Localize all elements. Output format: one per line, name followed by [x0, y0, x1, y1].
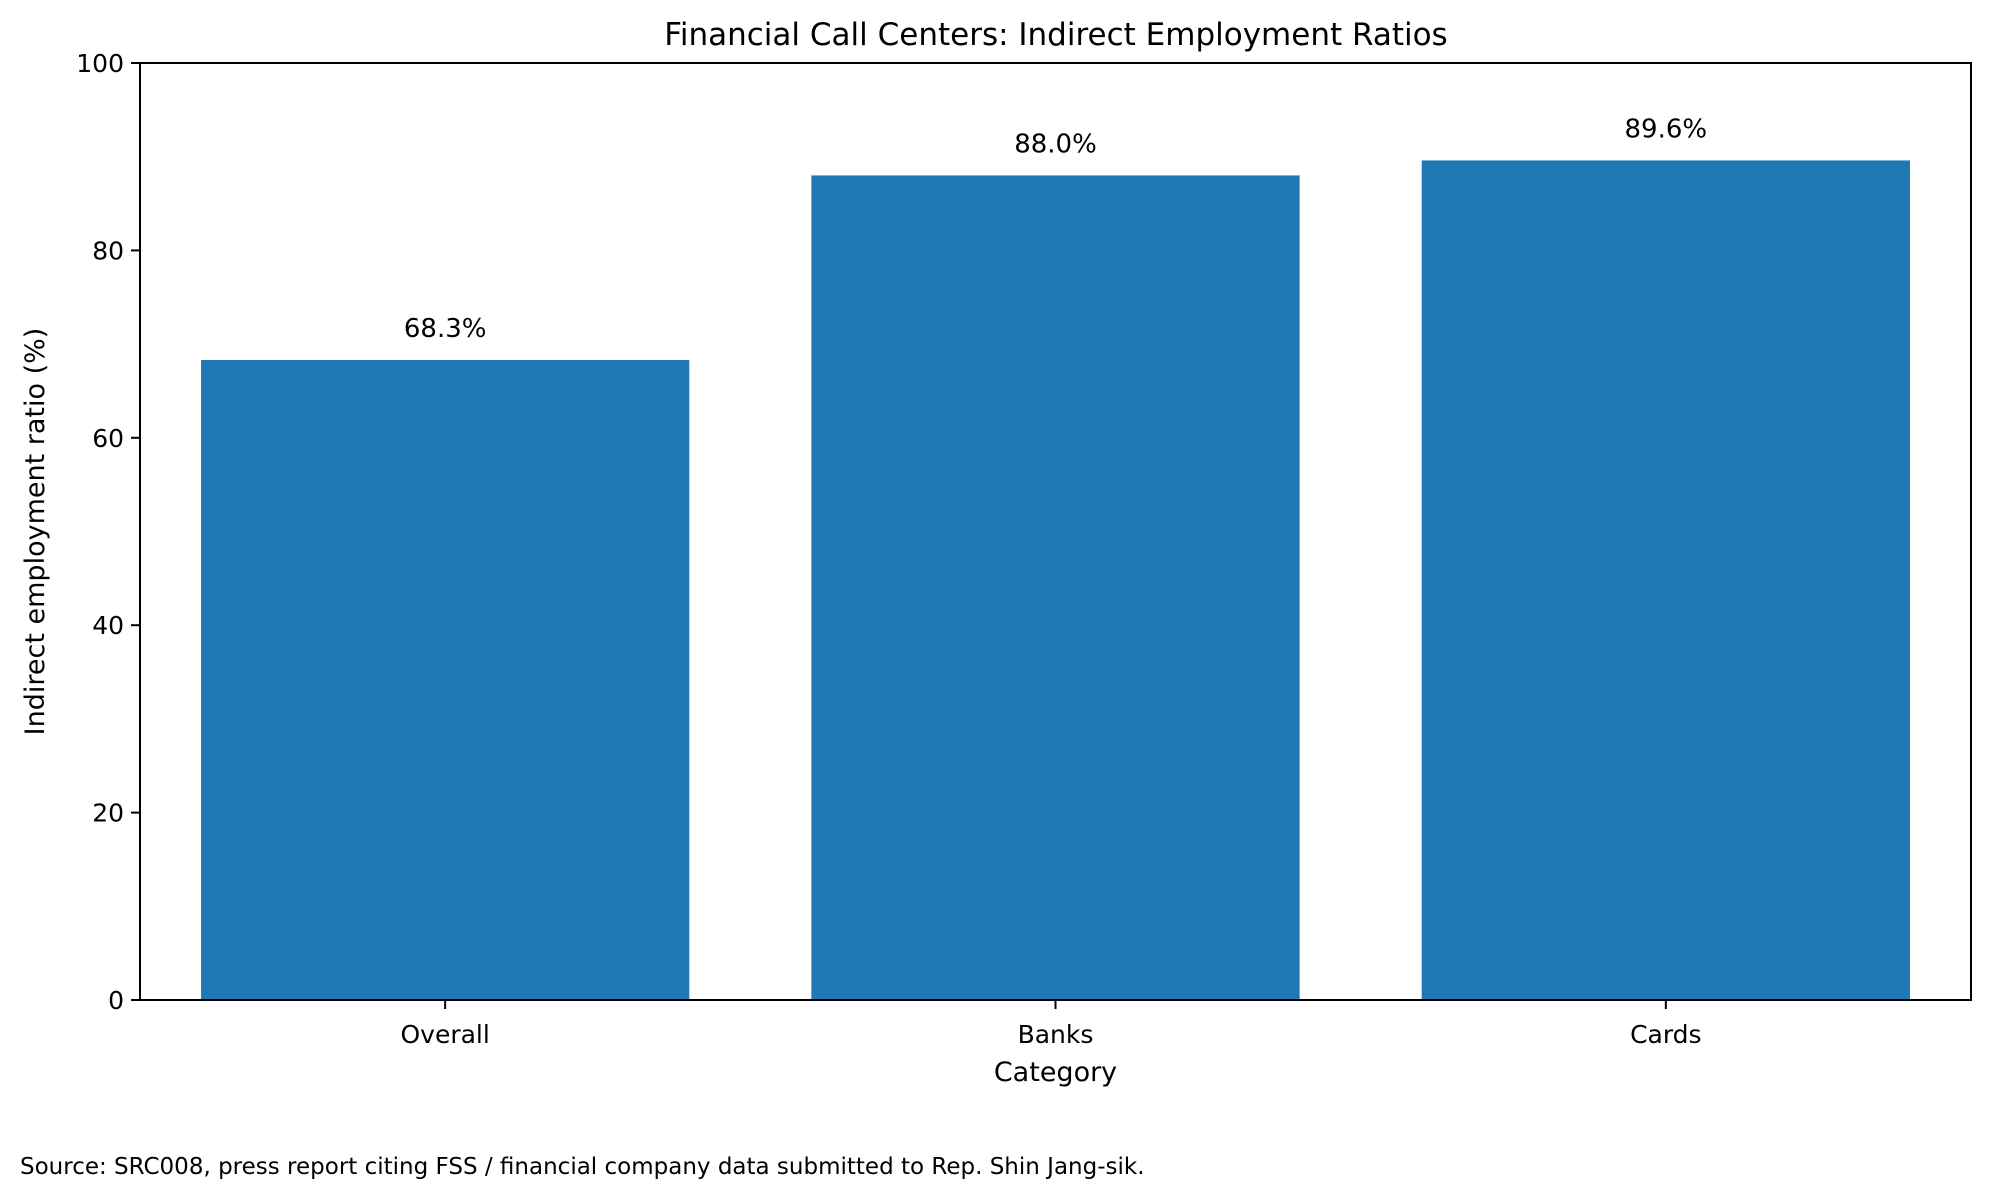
y-tick-label: 0	[108, 986, 124, 1015]
plot-frame	[139, 62, 1972, 1001]
y-axis: 0 20 40 60 80 100	[76, 49, 140, 1015]
y-axis-label: Indirect employment ratio (%)	[20, 328, 51, 736]
x-tick-label: Cards	[1630, 1020, 1702, 1049]
data-label-overall: 68.3%	[404, 314, 487, 344]
source-note: Source: SRC008, press report citing FSS …	[20, 1154, 1145, 1180]
bars-group	[201, 160, 1910, 1000]
y-tick-label: 40	[92, 611, 124, 640]
chart-title: Financial Call Centers: Indirect Employm…	[664, 17, 1447, 53]
bar-cards	[1421, 160, 1910, 1000]
y-tick-label: 100	[76, 49, 124, 78]
data-label-cards: 89.6%	[1625, 114, 1708, 144]
y-tick-label: 20	[92, 799, 124, 828]
y-tick-label: 60	[92, 424, 124, 453]
data-label-banks: 88.0%	[1014, 129, 1097, 159]
bar-banks	[811, 175, 1300, 1000]
y-tick-label: 80	[92, 236, 124, 265]
x-axis-label: Category	[994, 1057, 1117, 1088]
bar-overall	[201, 360, 690, 1000]
x-axis: Overall Banks Cards	[400, 1000, 1702, 1049]
x-tick-label: Overall	[400, 1020, 489, 1049]
x-tick-label: Banks	[1018, 1020, 1094, 1049]
data-labels-group: 68.3% 88.0% 89.6%	[404, 114, 1707, 344]
